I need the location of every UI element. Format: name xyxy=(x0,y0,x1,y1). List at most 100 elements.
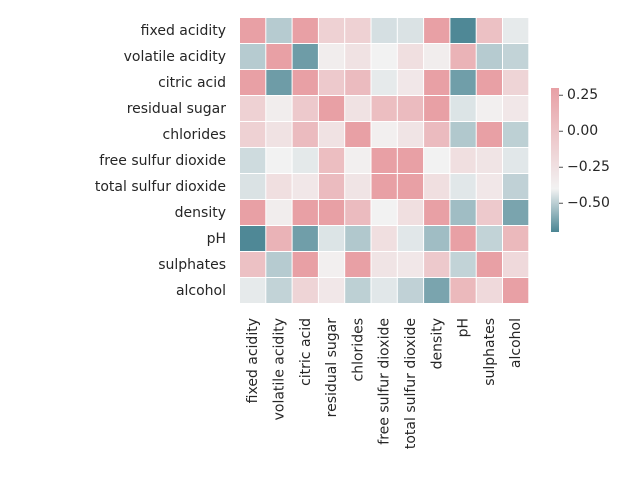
heatmap-cell xyxy=(424,18,450,43)
column-tick-label: free sulfur dioxide xyxy=(377,318,393,445)
heatmap-cell xyxy=(476,96,502,121)
row-tick-label: density xyxy=(175,205,226,221)
heatmap-cell xyxy=(503,278,529,303)
heatmap-cell xyxy=(424,96,450,121)
heatmap-cell xyxy=(503,70,529,95)
heatmap-cell xyxy=(292,122,318,147)
heatmap-cell xyxy=(476,148,502,173)
heatmap-cell xyxy=(424,148,450,173)
heatmap-cell xyxy=(240,96,266,121)
heatmap-cell xyxy=(345,44,371,69)
heatmap-cell xyxy=(371,174,397,199)
heatmap-cell xyxy=(292,18,318,43)
heatmap-cell xyxy=(292,200,318,225)
column-tick-label: alcohol xyxy=(508,318,524,368)
heatmap-cell xyxy=(371,200,397,225)
heatmap-cell xyxy=(450,226,476,251)
heatmap-cell xyxy=(266,122,292,147)
heatmap-cell xyxy=(397,96,424,121)
heatmap-cell xyxy=(318,44,345,69)
heatmap-cell xyxy=(424,278,450,303)
heatmap-cell xyxy=(240,148,266,173)
row-tick-label: total sulfur dioxide xyxy=(95,179,226,195)
row-tick-labels: fixed acidity volatile acidity citric acid… xyxy=(95,23,226,299)
heatmap-cell xyxy=(397,70,424,95)
heatmap-cell xyxy=(424,252,450,277)
heatmap-cell xyxy=(318,252,345,277)
heatmap-cell xyxy=(345,122,371,147)
colorbar-tick-label: −0.50 xyxy=(567,195,610,211)
heatmap-cell xyxy=(318,200,345,225)
row-tick-label: fixed acidity xyxy=(141,23,226,39)
heatmap-cell xyxy=(345,200,371,225)
column-tick-label: residual sugar xyxy=(324,318,340,418)
heatmap-cell xyxy=(397,148,424,173)
heatmap-cell xyxy=(292,70,318,95)
heatmap-cell xyxy=(345,96,371,121)
heatmap-cell xyxy=(266,70,292,95)
heatmap-cell xyxy=(318,148,345,173)
heatmap-cell xyxy=(292,174,318,199)
heatmap-cell xyxy=(240,200,266,225)
heatmap-cell xyxy=(318,278,345,303)
heatmap-cell xyxy=(318,226,345,251)
heatmap-cell xyxy=(240,70,266,95)
column-tick-label: density xyxy=(429,318,445,369)
heatmap-cell xyxy=(450,18,476,43)
heatmap-cell xyxy=(371,44,397,69)
heatmap-cell xyxy=(266,278,292,303)
heatmap-cell xyxy=(450,200,476,225)
heatmap-cell xyxy=(266,96,292,121)
heatmap-cell xyxy=(240,44,266,69)
heatmap-cell xyxy=(292,148,318,173)
heatmap-cell xyxy=(266,174,292,199)
heatmap-cell xyxy=(371,278,397,303)
row-tick-label: citric acid xyxy=(158,75,226,91)
heatmap-cell xyxy=(397,252,424,277)
heatmap-cell xyxy=(503,18,529,43)
heatmap-cell xyxy=(450,44,476,69)
row-tick-label: sulphates xyxy=(158,257,226,273)
column-tick-label: volatile acidity xyxy=(271,318,287,420)
heatmap-cell xyxy=(318,18,345,43)
heatmap-cell xyxy=(345,18,371,43)
heatmap-cell xyxy=(503,252,529,277)
colorbar-tick-label: −0.25 xyxy=(567,159,610,175)
heatmap-cell xyxy=(266,148,292,173)
heatmap-cell xyxy=(345,174,371,199)
heatmap-cell xyxy=(397,44,424,69)
heatmap-cell xyxy=(476,278,502,303)
heatmap-cell xyxy=(318,70,345,95)
heatmap-cell xyxy=(397,18,424,43)
heatmap-cell xyxy=(503,122,529,147)
heatmap-cell xyxy=(240,18,266,43)
heatmap-cell xyxy=(424,174,450,199)
heatmap-cell xyxy=(450,70,476,95)
heatmap-cell xyxy=(266,200,292,225)
heatmap-cell xyxy=(397,200,424,225)
row-tick-label: pH xyxy=(207,231,226,247)
heatmap-cell xyxy=(292,278,318,303)
heatmap-cell xyxy=(371,18,397,43)
colorbar-gradient xyxy=(551,88,559,232)
heatmap-cell xyxy=(292,252,318,277)
heatmap-cell xyxy=(450,122,476,147)
heatmap-cell xyxy=(503,174,529,199)
heatmap-cell xyxy=(476,18,502,43)
row-tick-label: residual sugar xyxy=(127,101,227,117)
heatmap-cell xyxy=(240,278,266,303)
heatmap-cell xyxy=(424,200,450,225)
heatmap-cell xyxy=(266,226,292,251)
column-tick-label: citric acid xyxy=(298,318,314,386)
heatmap-cell xyxy=(503,44,529,69)
heatmap-cell xyxy=(476,200,502,225)
heatmap-cell xyxy=(476,252,502,277)
row-tick-label: alcohol xyxy=(176,283,226,299)
column-tick-label: fixed acidity xyxy=(245,318,261,403)
heatmap-cell xyxy=(371,148,397,173)
heatmap-cell xyxy=(345,252,371,277)
heatmap-cell xyxy=(424,44,450,69)
heatmap-cell xyxy=(266,252,292,277)
heatmap-cell xyxy=(292,226,318,251)
heatmap-cell xyxy=(450,278,476,303)
